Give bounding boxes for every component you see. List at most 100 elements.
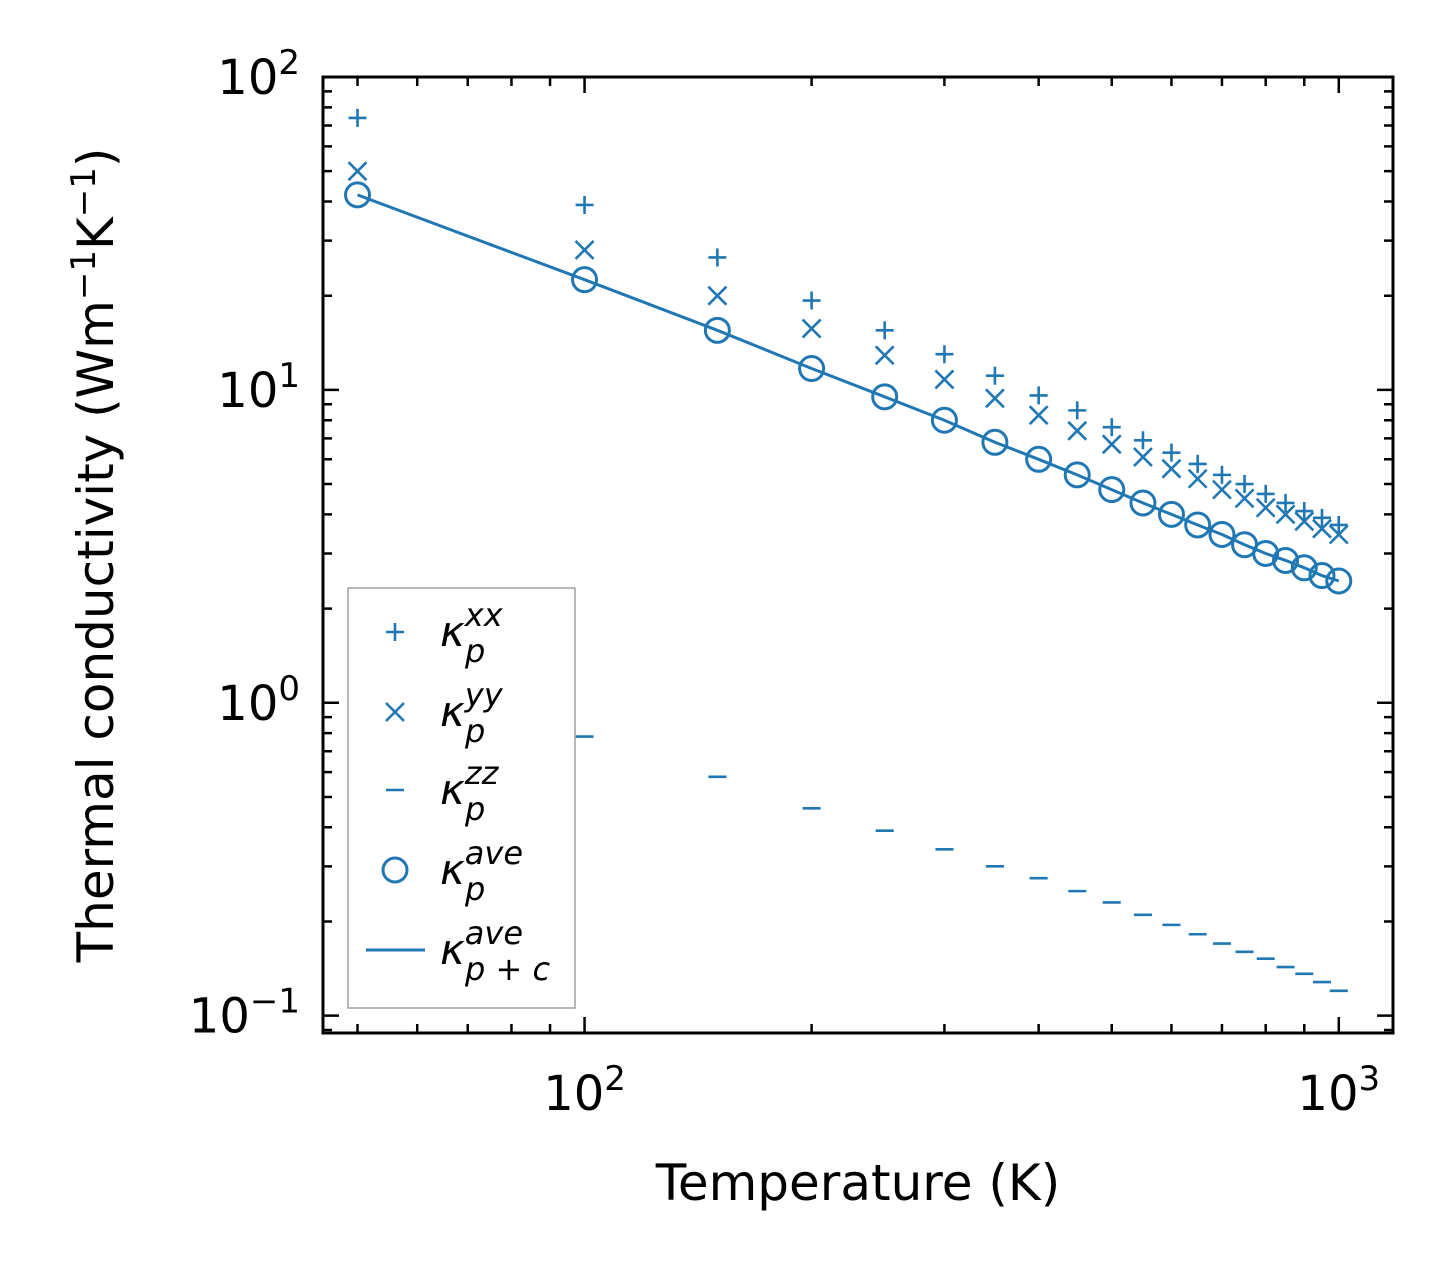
series-hline bbox=[348, 637, 1348, 993]
series-plus bbox=[348, 108, 1348, 534]
data-point-x bbox=[1067, 420, 1088, 441]
x-tick-label-100: 102 bbox=[543, 1059, 626, 1122]
legend-marker-x-icon bbox=[385, 702, 405, 722]
y-tick-label-10-base: 10 bbox=[217, 363, 278, 419]
data-point-plus bbox=[1276, 493, 1295, 512]
data-point-x bbox=[1275, 504, 1296, 525]
legend-label-sup: xx bbox=[464, 596, 504, 634]
data-point-circle bbox=[930, 406, 958, 434]
y-label-sup-1: −1 bbox=[64, 250, 104, 300]
data-point-circle bbox=[1129, 489, 1157, 517]
data-point-circle bbox=[1308, 562, 1336, 590]
legend-item-line: κave p + c bbox=[366, 914, 550, 988]
data-point-circle bbox=[1157, 500, 1185, 528]
y-tick-label-10-exp: 1 bbox=[278, 356, 300, 396]
data-point-x bbox=[1212, 479, 1232, 500]
y-tick-label-1-base: 10 bbox=[217, 676, 278, 732]
axis-ticks bbox=[323, 75, 1393, 1033]
legend-label-sub: p bbox=[464, 712, 485, 750]
data-point-x bbox=[1328, 524, 1349, 545]
data-point-x bbox=[1234, 488, 1255, 509]
data-point-plus bbox=[875, 321, 894, 340]
legend-label-sub: p bbox=[464, 870, 485, 908]
data-point-plus bbox=[1329, 515, 1348, 534]
data-point-x bbox=[1187, 468, 1208, 489]
legend-marker-plus-icon bbox=[386, 623, 404, 641]
data-point-x bbox=[574, 240, 595, 260]
legend-label-sup: zz bbox=[464, 754, 500, 792]
legend-label: κave p bbox=[440, 834, 523, 908]
legend-label-sup: ave bbox=[465, 834, 523, 872]
data-point-x bbox=[347, 161, 368, 182]
data-point-circle bbox=[1272, 546, 1300, 574]
data-point-plus bbox=[935, 345, 954, 364]
series-circle bbox=[344, 181, 1353, 595]
legend-label-symbol: κ bbox=[440, 607, 465, 656]
data-point-circle bbox=[571, 266, 599, 294]
data-point-x bbox=[801, 318, 822, 339]
data-point-plus bbox=[575, 195, 594, 214]
x-tick-label-1000: 103 bbox=[1297, 1059, 1380, 1122]
legend-label-sub: p bbox=[464, 632, 485, 670]
data-point-x bbox=[874, 345, 895, 366]
data-point-x bbox=[1133, 447, 1153, 467]
data-point-x bbox=[1294, 511, 1315, 532]
data-point-plus bbox=[1102, 418, 1121, 437]
x-tick-label-1000-base: 10 bbox=[1297, 1066, 1358, 1122]
data-point-x bbox=[707, 285, 728, 306]
data-point-circle bbox=[1208, 520, 1236, 548]
y-tick-label-1: 100 bbox=[217, 669, 300, 732]
data-point-plus bbox=[1256, 484, 1275, 503]
data-point-circle bbox=[981, 428, 1009, 456]
y-tick-label-100: 102 bbox=[217, 43, 300, 106]
plot-area bbox=[344, 108, 1353, 993]
x-axis-label: Temperature (K) bbox=[655, 1154, 1060, 1212]
y-tick-label-0.1-base: 10 bbox=[189, 989, 250, 1045]
y-axis-label: Thermal conductivity (Wm−1K−1) bbox=[64, 148, 125, 964]
legend-label: κyy p bbox=[440, 676, 504, 750]
legend-box bbox=[347, 587, 576, 1009]
y-tick-label-100-exp: 2 bbox=[278, 43, 300, 83]
data-point-plus bbox=[1133, 431, 1152, 450]
data-point-plus bbox=[348, 108, 367, 127]
data-point-plus bbox=[1068, 401, 1087, 420]
data-point-plus bbox=[1188, 454, 1207, 473]
data-point-x bbox=[934, 369, 955, 390]
data-point-circle bbox=[798, 355, 826, 383]
data-point-x bbox=[1028, 405, 1049, 426]
data-point-plus bbox=[1162, 443, 1181, 462]
x-tick-label-1000-exp: 3 bbox=[1359, 1059, 1381, 1099]
data-point-circle bbox=[1184, 511, 1212, 539]
data-point-plus bbox=[1212, 465, 1231, 484]
y-tick-label-100-base: 10 bbox=[217, 50, 278, 106]
legend-label: κxx p bbox=[440, 596, 504, 670]
y-label-sup-2: −1 bbox=[64, 167, 104, 217]
data-point-x bbox=[984, 388, 1005, 409]
x-tick-label-100-base: 10 bbox=[543, 1066, 604, 1122]
legend-marker-circle-icon bbox=[381, 856, 409, 884]
legend-label-sub: p + c bbox=[464, 950, 550, 988]
legend-label-sup: ave bbox=[465, 914, 523, 952]
data-point-plus bbox=[1029, 386, 1048, 405]
legend-label-symbol: κ bbox=[440, 765, 465, 814]
series-x bbox=[347, 161, 1349, 545]
legend-label: κzz p bbox=[440, 754, 500, 828]
data-point-plus bbox=[1235, 475, 1254, 494]
data-point-plus bbox=[1312, 508, 1331, 527]
legend-label-symbol: κ bbox=[440, 845, 465, 894]
legend-item-circle: κave p bbox=[381, 834, 523, 908]
legend-label-symbol: κ bbox=[440, 687, 465, 736]
y-label-part-3: ) bbox=[67, 148, 125, 168]
legend-label: κave p + c bbox=[440, 914, 550, 988]
legend-label-sup: yy bbox=[464, 676, 504, 714]
series-line bbox=[356, 193, 1340, 583]
y-tick-label-0.1-exp: −1 bbox=[250, 982, 300, 1022]
data-point-x bbox=[1101, 434, 1122, 455]
legend-item-plus: κxx p bbox=[386, 596, 504, 670]
data-point-x bbox=[1312, 518, 1332, 539]
data-point-circle bbox=[344, 181, 372, 209]
legend-label-symbol: κ bbox=[440, 925, 465, 974]
